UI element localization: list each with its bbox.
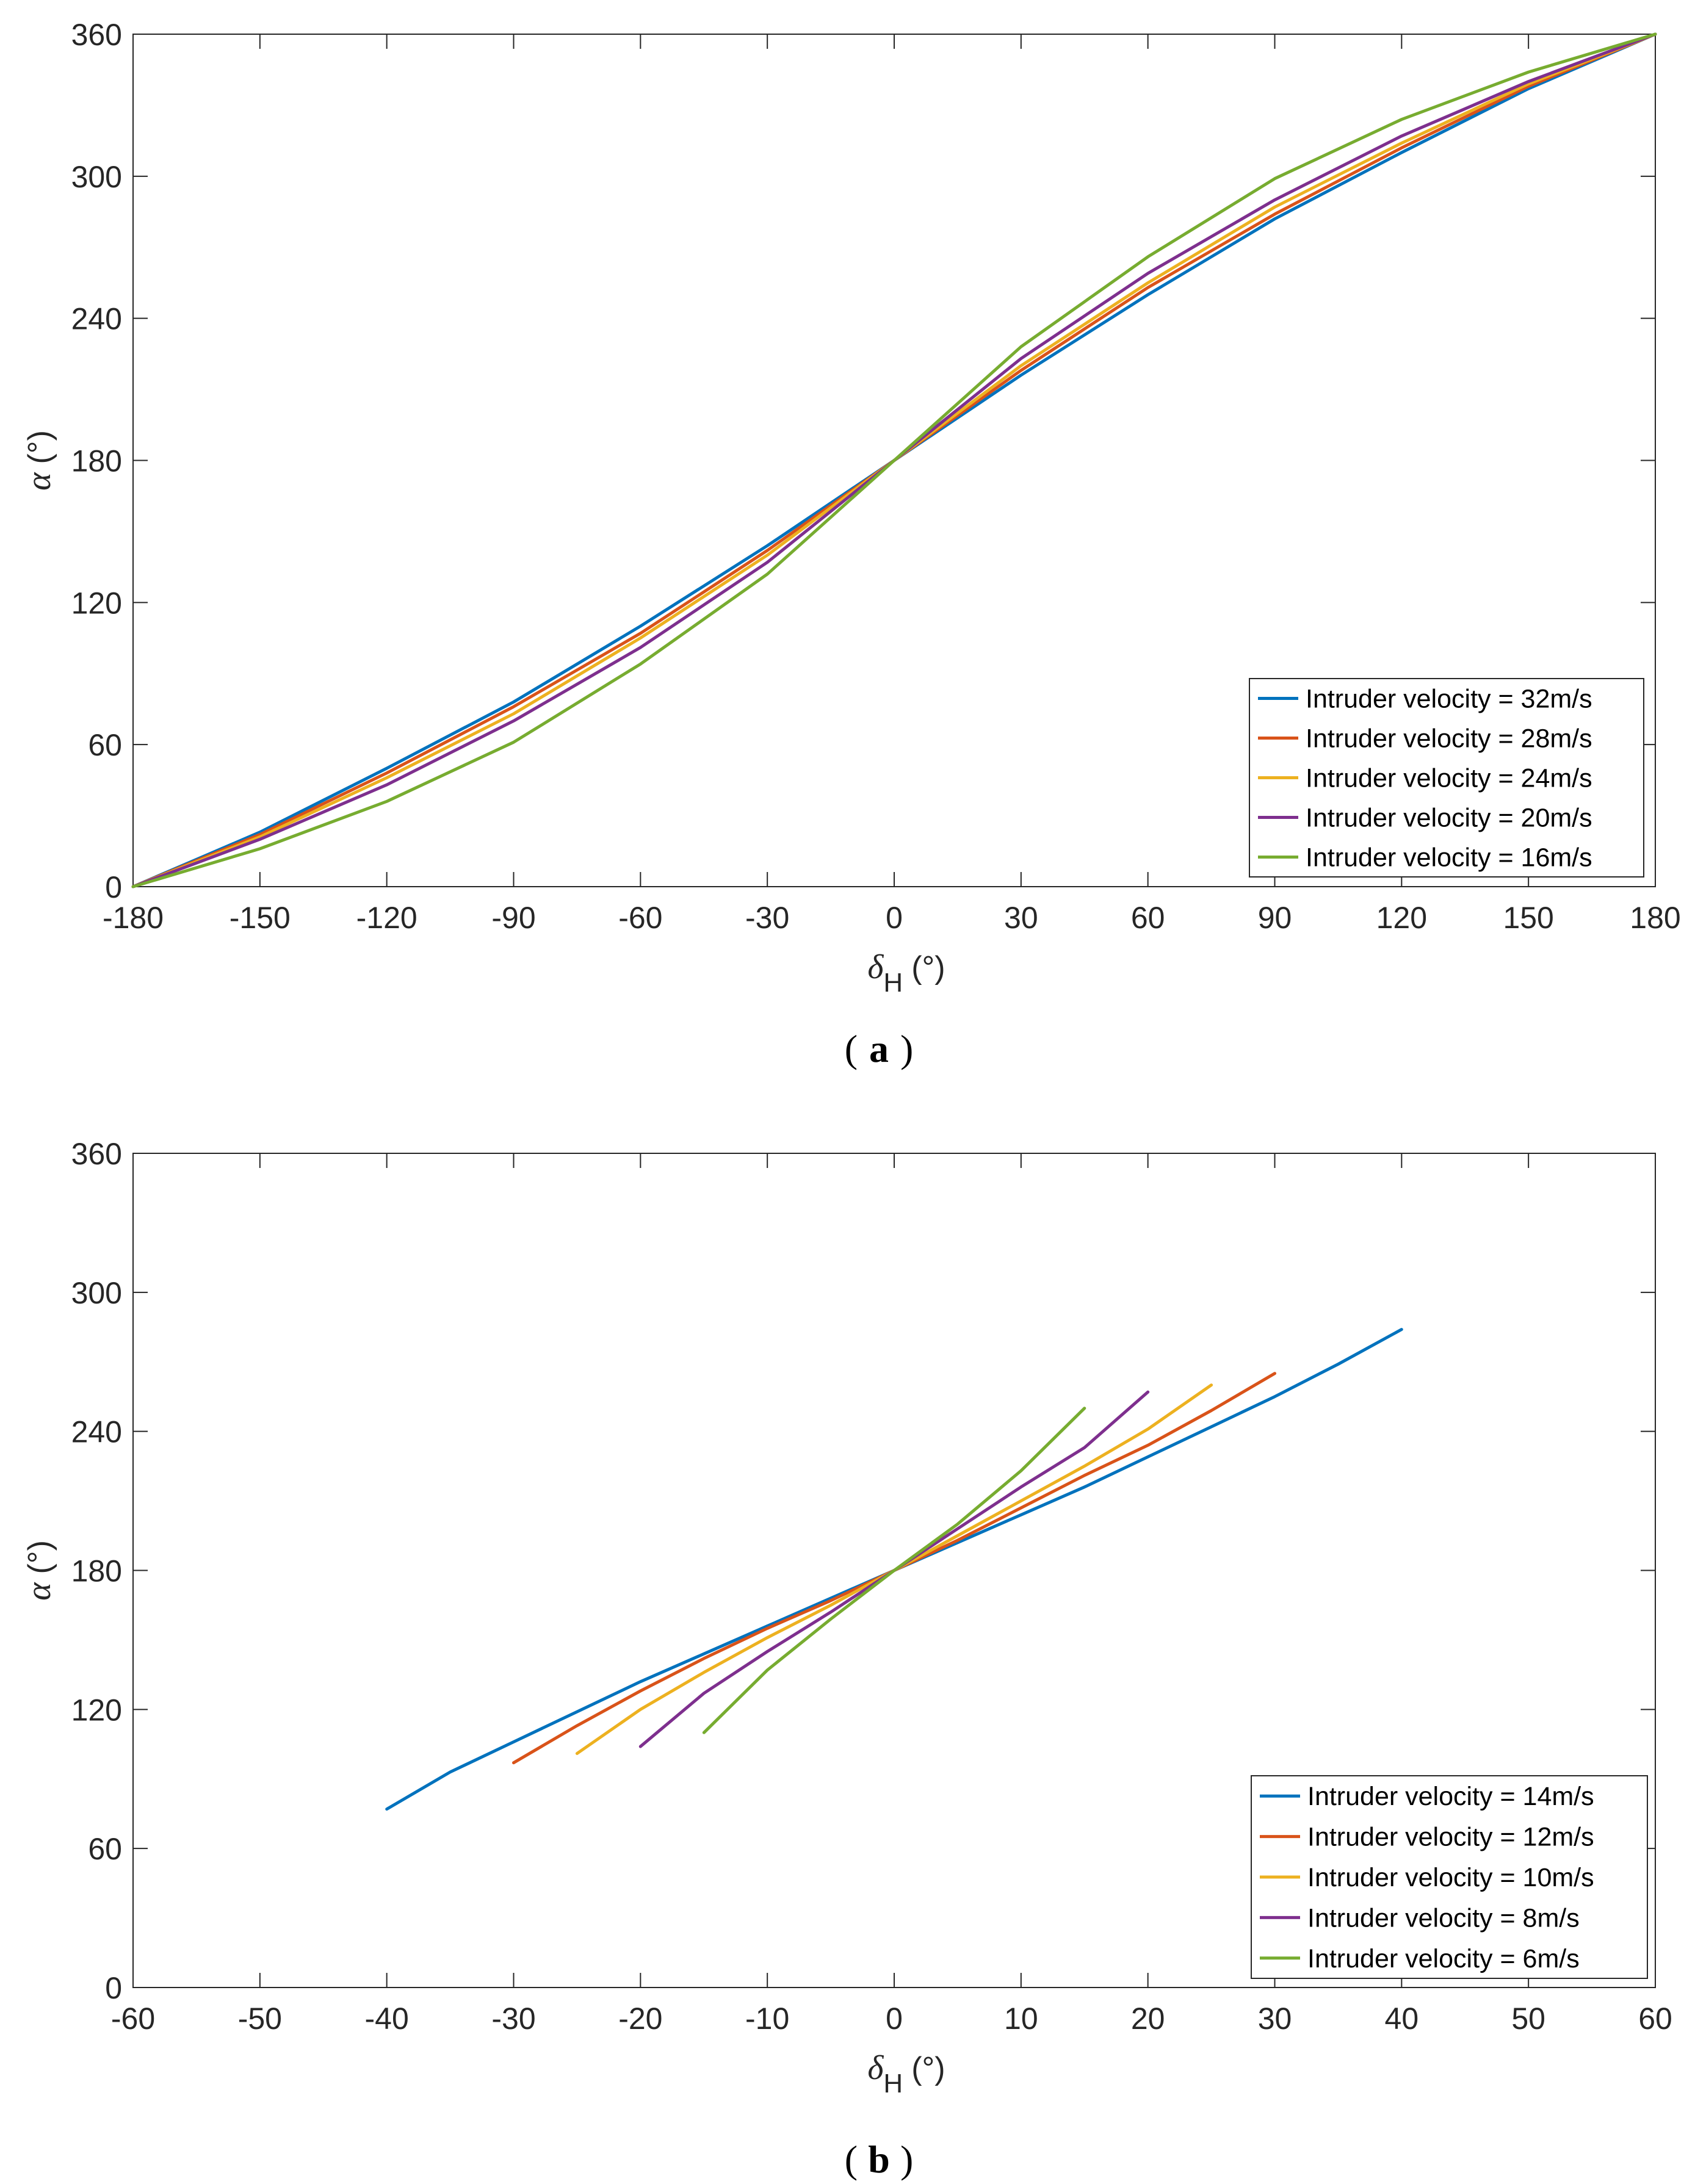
pa-x-tick-label: 120: [1376, 901, 1427, 935]
panel-a-caption-open: (: [845, 1027, 858, 1070]
pb-y-axis-label: α(°): [20, 1540, 58, 1601]
pa-y-tick-label: 60: [88, 728, 122, 762]
pb-x-axis-label: δH (°): [867, 2049, 945, 2099]
pa-x-tick-label: -120: [356, 901, 417, 935]
pb-y-tick-label: 60: [88, 1832, 122, 1866]
pa-y-tick-label: 120: [71, 586, 122, 620]
pb-y-tick-label: 300: [71, 1276, 122, 1310]
pb-legend-box: [1251, 1775, 1648, 1979]
pa-y-tick-label: 360: [71, 18, 122, 52]
pa-y-tick-label: 300: [71, 160, 122, 194]
pa-legend-label-1: Intruder velocity = 32m/s: [1306, 685, 1592, 714]
pa-x-tick-label: -30: [745, 901, 789, 935]
pb-y-tick-label: 120: [71, 1693, 122, 1727]
pa-y-tick-label: 240: [71, 302, 122, 336]
panel-a-caption-close: ): [900, 1027, 913, 1070]
panel-b-caption: b: [868, 2138, 890, 2181]
pa-x-tick-label: 180: [1630, 901, 1680, 935]
pb-x-tick-label: -50: [238, 2002, 282, 2036]
pb-x-tick-label: 30: [1258, 2002, 1292, 2036]
pb-legend-label-4: Intruder velocity = 8m/s: [1307, 1903, 1580, 1933]
pa-series-line-5: [131, 32, 1657, 888]
pb-y-tick-label: 0: [105, 1971, 122, 2005]
pa-legend-label-3: Intruder velocity = 24m/s: [1306, 764, 1592, 793]
pa-x-tick-label: -90: [491, 901, 535, 935]
panel-a-caption: a: [869, 1027, 889, 1070]
pb-x-tick-label: 50: [1511, 2002, 1545, 2036]
pb-x-tick-label: -60: [111, 2002, 155, 2036]
pa-legend-box: [1249, 678, 1644, 878]
pb-legend-label-1: Intruder velocity = 14m/s: [1307, 1782, 1594, 1811]
pb-x-tick-label: -40: [365, 2002, 409, 2036]
pb-x-tick-label: 20: [1131, 2002, 1165, 2036]
pb-y-tick-label: 240: [71, 1415, 122, 1449]
pb-legend-label-5: Intruder velocity = 6m/s: [1307, 1944, 1580, 1973]
pb-series-line-5: [702, 1407, 1086, 1734]
pb-y-tick-label: 180: [71, 1554, 122, 1588]
panel-b: -60 -50 -40 -30 -20 -10 0 10 20 30 40 50 60 0 60 120 180…: [20, 1137, 1672, 2099]
pa-y-tick-label: 180: [71, 444, 122, 478]
pa-legend-label-2: Intruder velocity = 28m/s: [1306, 724, 1592, 754]
pa-legend-label-5: Intruder velocity = 16m/s: [1306, 843, 1592, 873]
panel-b-caption-close: ): [900, 2138, 913, 2181]
pa-legend-label-4: Intruder velocity = 20m/s: [1306, 804, 1592, 833]
pa-y-tick-label: 0: [105, 870, 122, 904]
pb-x-tick-label: -30: [491, 2002, 535, 2036]
pa-x-tick-label: 150: [1503, 901, 1553, 935]
pa-x-tick-label: -180: [103, 901, 164, 935]
pa-x-tick-label: 30: [1004, 901, 1038, 935]
pb-x-tick-label: 0: [886, 2002, 903, 2036]
pa-y-axis-label: α(°): [20, 430, 58, 491]
pa-x-tick-label: 60: [1131, 901, 1165, 935]
pb-y-tick-label: 360: [71, 1137, 122, 1171]
pa-x-axis-label: δH (°): [867, 948, 945, 998]
pb-x-tick-label: 40: [1385, 2002, 1419, 2036]
pb-x-tick-label: 10: [1004, 2002, 1038, 2036]
pa-x-tick-label: -150: [229, 901, 291, 935]
pb-x-tick-label: 60: [1638, 2002, 1672, 2036]
panel-b-caption-open: (: [845, 2138, 858, 2181]
pa-x-tick-label: 0: [886, 901, 903, 935]
pb-x-tick-label: -20: [618, 2002, 662, 2036]
pb-x-tick-label: -10: [745, 2002, 789, 2036]
pb-legend-label-2: Intruder velocity = 12m/s: [1307, 1823, 1594, 1852]
pb-legend-label-3: Intruder velocity = 10m/s: [1307, 1863, 1594, 1892]
panel-a: -180 -150 -120 -90 -60 -30 0 30 60 90 120 150 180 0 60…: [20, 18, 1681, 998]
pa-x-tick-label: 90: [1258, 901, 1292, 935]
pa-x-tick-label: -60: [618, 901, 662, 935]
